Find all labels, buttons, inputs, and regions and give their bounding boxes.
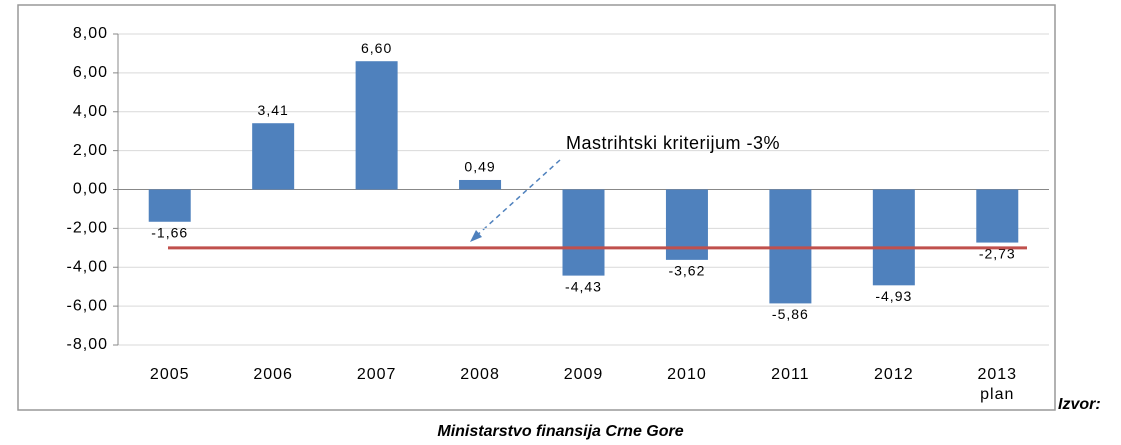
bar: [148, 189, 191, 222]
x-tick-label: 2011: [771, 366, 810, 383]
y-tick-label: 6,00: [73, 64, 108, 81]
y-tick-label: -2,00: [67, 220, 108, 237]
bar: [976, 189, 1019, 243]
data-label: 3,41: [258, 102, 289, 118]
y-tick-label: -8,00: [67, 336, 108, 353]
x-tick-label: 2012: [874, 366, 914, 383]
bar: [562, 189, 605, 276]
bar: [355, 61, 398, 190]
y-tick-label: 8,00: [73, 25, 108, 42]
data-label: 6,60: [361, 40, 392, 56]
data-label: 0,49: [464, 159, 495, 175]
source-label: Izvor:: [1058, 396, 1101, 413]
x-tick-label: 2013 plan: [977, 366, 1018, 403]
bar: [459, 179, 502, 190]
data-label: -1,66: [151, 224, 188, 240]
arrow-head: [470, 230, 482, 242]
y-tick-label: 2,00: [73, 142, 108, 159]
data-label: -4,43: [565, 278, 602, 294]
x-tick-label: 2007: [356, 366, 397, 383]
x-tick-label: 2010: [667, 366, 707, 383]
reference-label: Mastrihtski kriterijum -3%: [566, 133, 780, 153]
annotation-arrow: [473, 159, 561, 239]
bar: [872, 189, 915, 286]
x-tick-label: 2008: [460, 366, 500, 383]
data-label: -3,62: [668, 263, 705, 279]
data-label: -5,86: [772, 306, 809, 322]
x-tick-label: 2005: [149, 366, 190, 383]
data-label: -4,93: [875, 288, 912, 304]
y-tick-label: -6,00: [67, 297, 108, 314]
x-tick-label: 2009: [563, 366, 604, 383]
y-tick-label: 4,00: [73, 103, 108, 120]
bar: [252, 123, 295, 190]
source: Ministarstvo finansija Crne Gore: [437, 423, 684, 440]
y-tick-label: 0,00: [73, 181, 108, 198]
x-tick-label: 2006: [253, 366, 293, 383]
y-tick-label: -4,00: [67, 258, 108, 275]
